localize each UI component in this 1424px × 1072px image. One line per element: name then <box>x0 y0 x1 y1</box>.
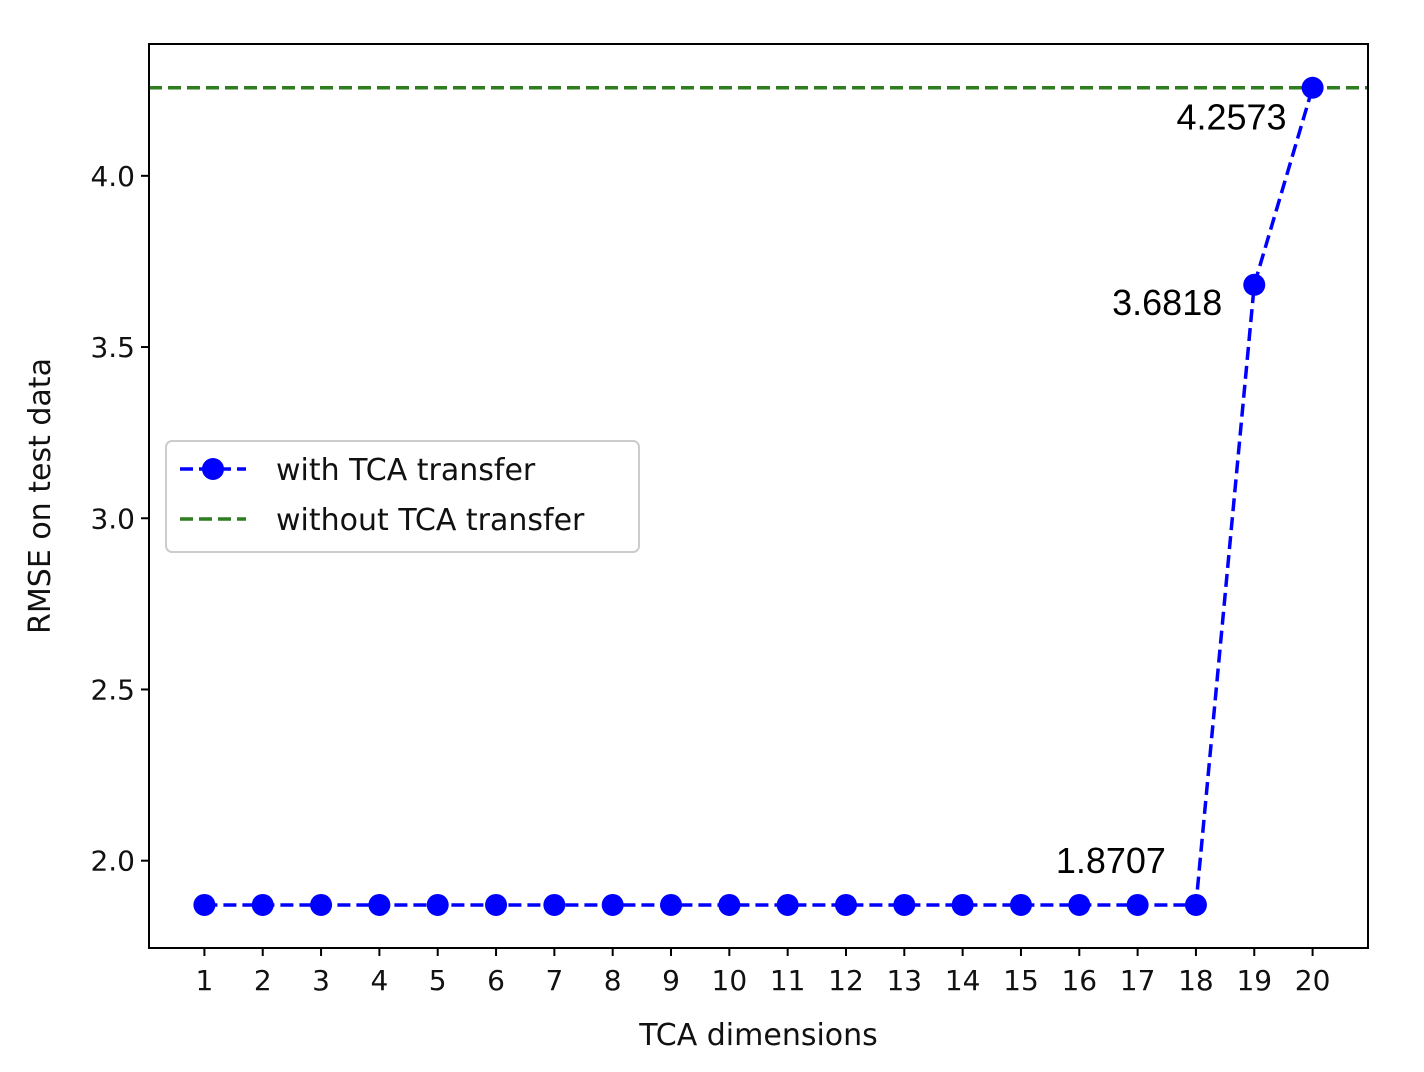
with-tca-point <box>485 893 508 916</box>
x-axis-ticks: 1 2 3 4 5 6 7 8 9 10 11 12 13 14 15 16 17 18 19 20 <box>195 948 1330 997</box>
plot-area <box>149 76 1368 916</box>
x-tick-label: 10 <box>712 964 748 997</box>
with-tca-point <box>310 893 333 916</box>
y-tick-label: 2.0 <box>90 845 135 878</box>
with-tca-point <box>1068 893 1091 916</box>
with-tca-point <box>893 893 916 916</box>
axes-frame <box>148 43 1369 949</box>
with-tca-point <box>368 893 391 916</box>
x-tick-label: 4 <box>370 964 388 997</box>
with-tca-point <box>718 893 741 916</box>
x-tick-label: 9 <box>662 964 680 997</box>
legend-label-with-tca: with TCA transfer <box>276 453 536 488</box>
x-tick-label: 7 <box>545 964 563 997</box>
data-label: 3.6818 <box>1112 282 1222 323</box>
y-tick-label: 3.0 <box>90 502 135 535</box>
with-tca-point <box>834 893 857 916</box>
x-tick-label: 14 <box>945 964 981 997</box>
with-tca-point <box>951 893 974 916</box>
y-tick-label: 3.5 <box>90 331 135 364</box>
with-tca-point <box>1009 893 1032 916</box>
y-tick-label: 2.5 <box>90 673 135 706</box>
with-tca-point <box>1126 893 1149 916</box>
x-tick-label: 5 <box>429 964 447 997</box>
data-label: 1.8707 <box>1056 840 1166 881</box>
with-tca-point <box>193 893 216 916</box>
with-tca-point <box>1243 273 1266 296</box>
x-tick-label: 13 <box>886 964 922 997</box>
legend-label-without-tca: without TCA transfer <box>276 503 585 538</box>
with-tca-point <box>543 893 566 916</box>
with-tca-point <box>660 893 683 916</box>
x-tick-label: 2 <box>254 964 272 997</box>
x-tick-label: 18 <box>1178 964 1214 997</box>
y-axis-ticks: 2.0 2.5 3.0 3.5 4.0 <box>90 160 149 878</box>
x-tick-label: 16 <box>1061 964 1097 997</box>
x-axis-label: TCA dimensions <box>638 1018 878 1053</box>
with-tca-point <box>426 893 449 916</box>
x-tick-label: 11 <box>770 964 806 997</box>
x-tick-label: 19 <box>1236 964 1272 997</box>
with-tca-point <box>1184 893 1207 916</box>
legend-box <box>165 440 640 553</box>
annotations: 1.8707 3.6818 4.2573 <box>1056 97 1287 881</box>
x-tick-label: 12 <box>828 964 864 997</box>
with-tca-point <box>251 893 274 916</box>
legend: with TCA transfer without TCA transfer <box>165 440 640 553</box>
legend-marker-with-tca <box>202 458 224 480</box>
y-tick-label: 4.0 <box>90 160 135 193</box>
x-tick-label: 17 <box>1120 964 1156 997</box>
x-tick-label: 8 <box>604 964 622 997</box>
x-tick-label: 6 <box>487 964 505 997</box>
data-label: 4.2573 <box>1176 97 1286 138</box>
y-axis-label: RMSE on test data <box>23 358 58 634</box>
with-tca-point <box>601 893 624 916</box>
x-tick-label: 15 <box>1003 964 1039 997</box>
x-tick-label: 20 <box>1295 964 1331 997</box>
with-tca-point <box>776 893 799 916</box>
with-tca-point <box>1301 76 1324 99</box>
x-tick-label: 1 <box>195 964 213 997</box>
x-tick-label: 3 <box>312 964 330 997</box>
